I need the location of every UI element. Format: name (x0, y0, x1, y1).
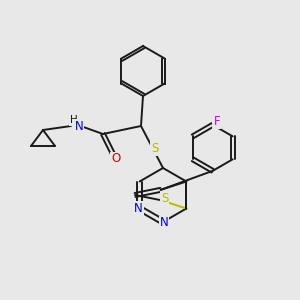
Text: N: N (160, 217, 168, 230)
Text: F: F (213, 115, 220, 128)
Text: S: S (161, 192, 168, 205)
Text: S: S (152, 142, 159, 154)
Text: H: H (70, 115, 78, 125)
Text: N: N (134, 202, 143, 215)
Text: O: O (111, 152, 121, 166)
Text: N: N (75, 119, 83, 133)
